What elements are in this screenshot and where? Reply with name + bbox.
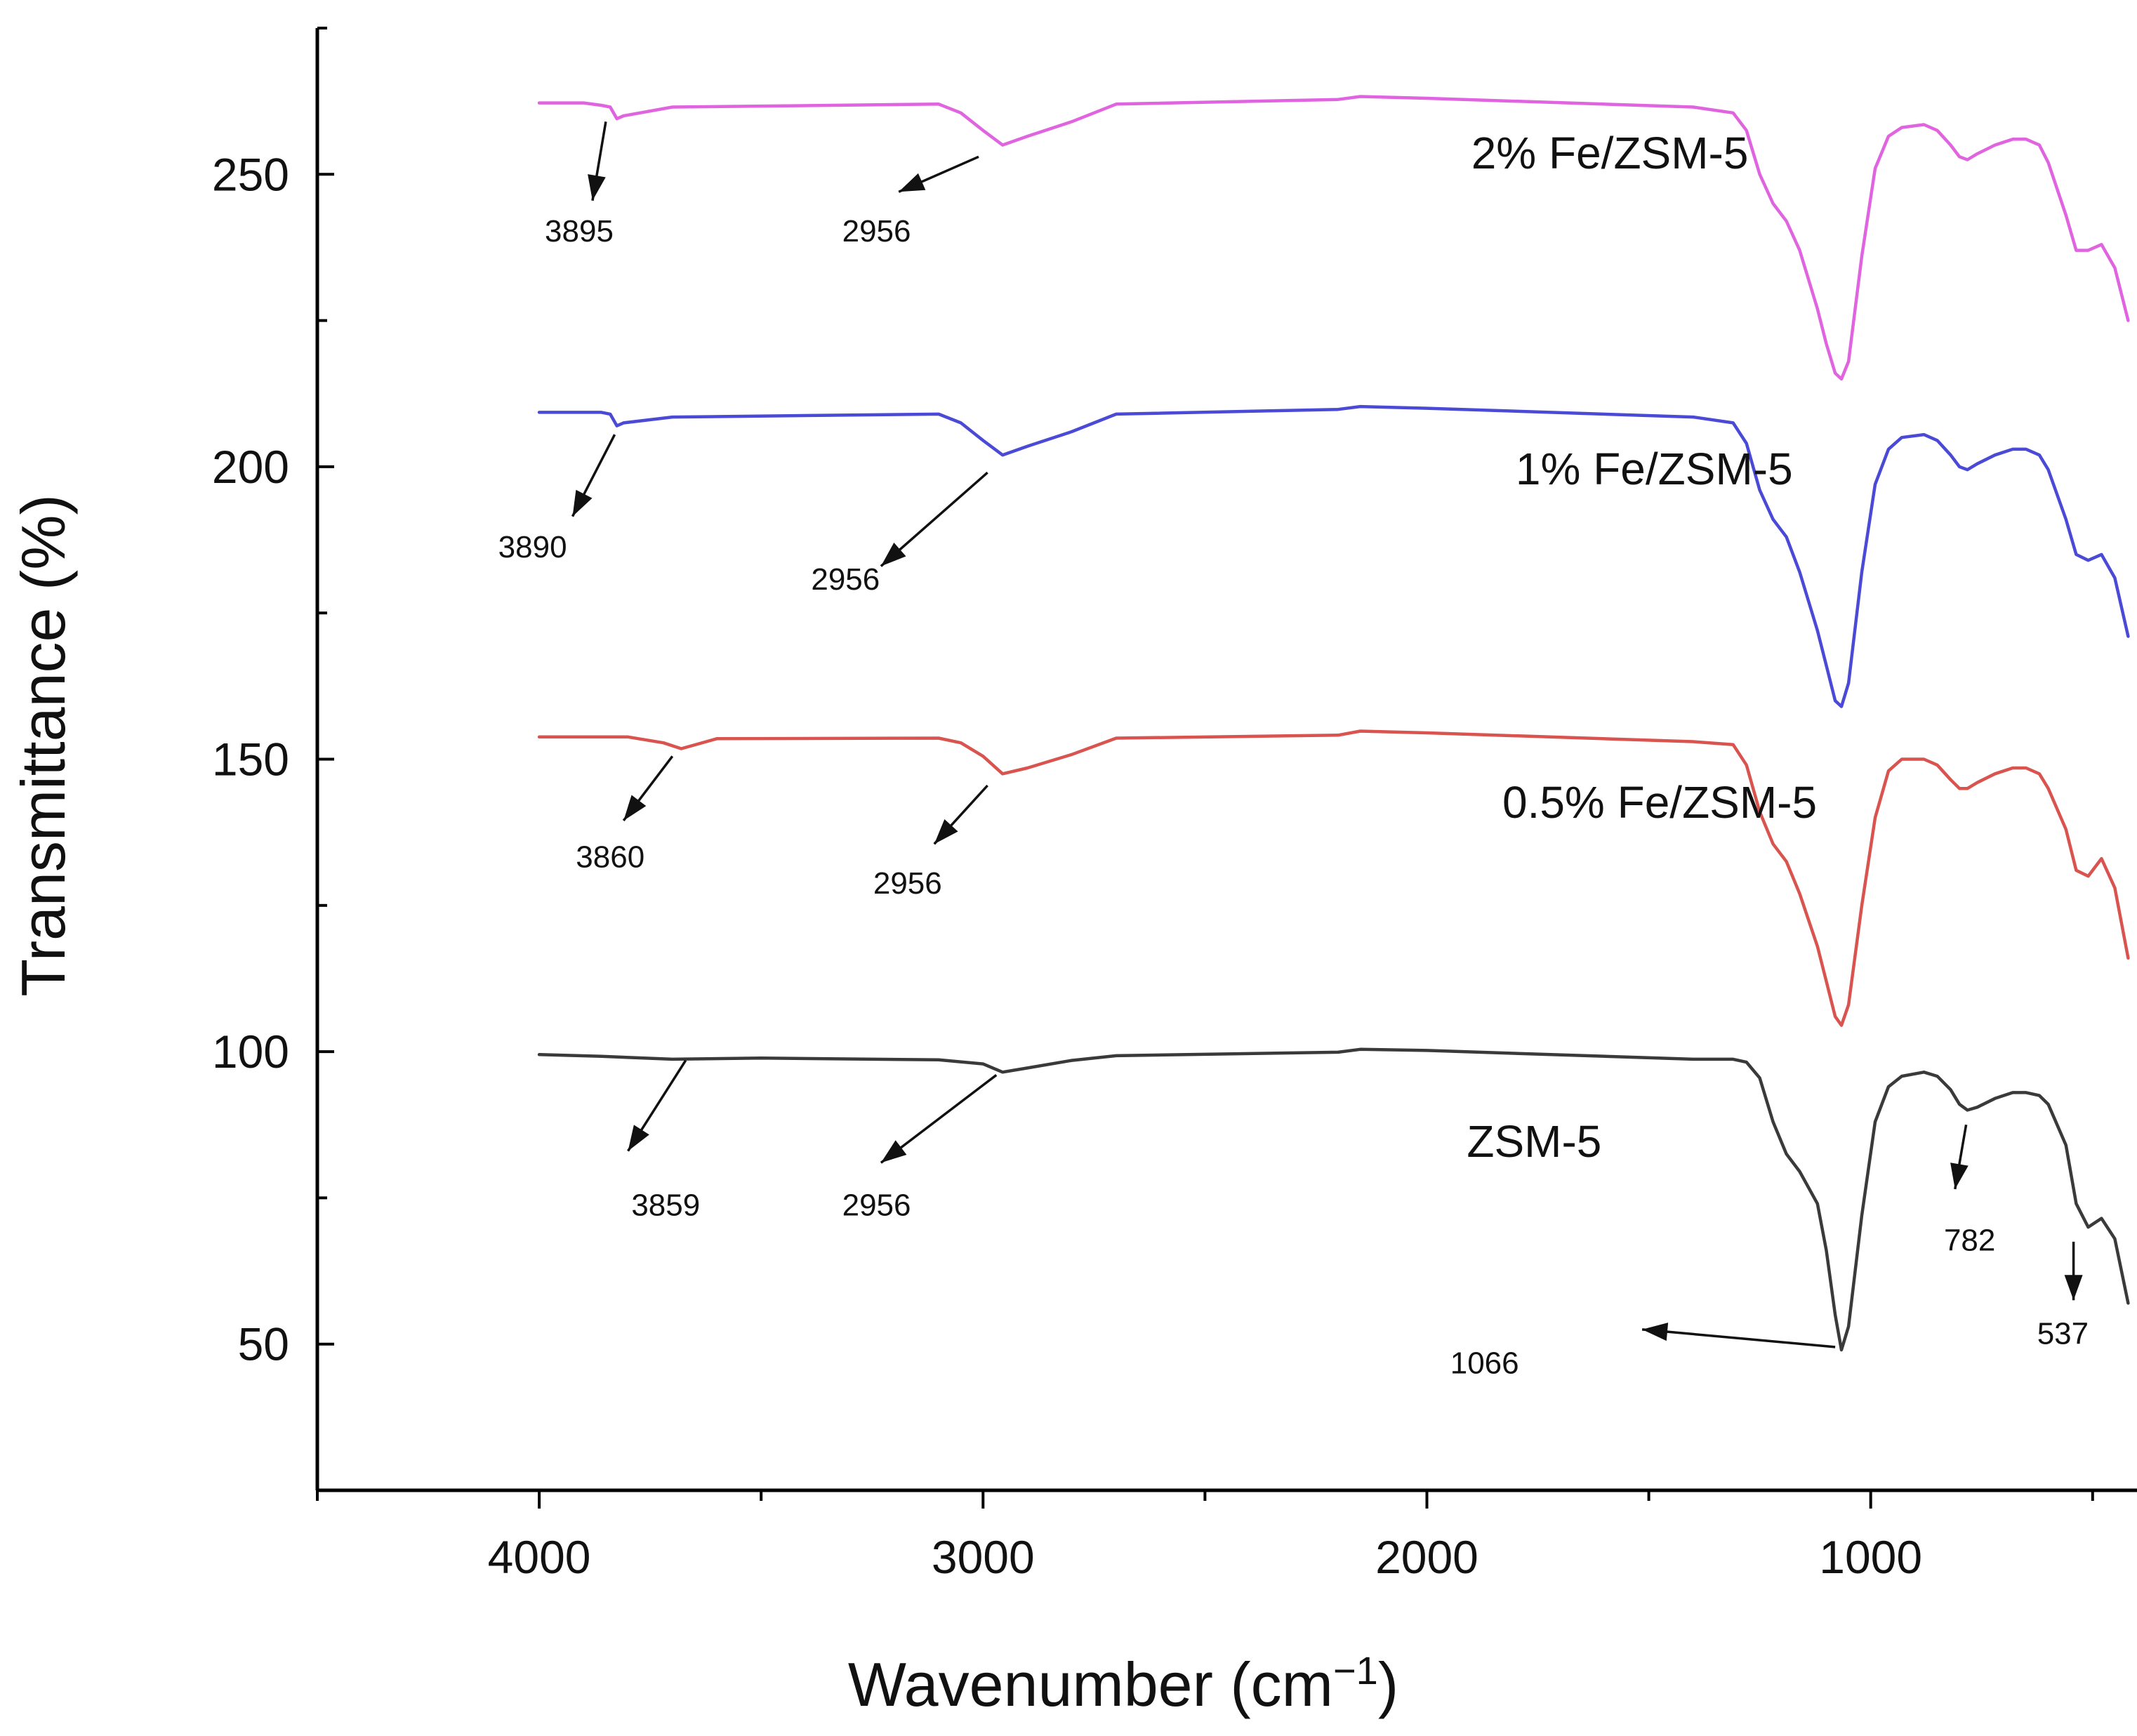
series-line	[537, 95, 2130, 381]
peak-annotation-537: 537	[2037, 1241, 2089, 1351]
series-line	[537, 1047, 2130, 1352]
series-label: ZSM-5	[1467, 1116, 1601, 1167]
annotation-arrow-head	[628, 1125, 649, 1151]
series-4: 2% Fe/ZSM-5	[537, 95, 2130, 381]
series-label: 0.5% Fe/ZSM-5	[1502, 777, 1817, 828]
annotation-arrow-head	[1642, 1323, 1669, 1341]
x-axis-title-close: )	[1378, 1650, 1398, 1719]
y-tick-label-250: 250	[212, 148, 289, 200]
series-line	[537, 404, 2130, 708]
peak-annotation-3890: 3890	[498, 434, 616, 564]
peak-annotation-2956: 2956	[842, 1074, 998, 1222]
annotation-arrow-head	[899, 173, 926, 192]
peak-annotation-3860: 3860	[576, 755, 674, 875]
y-tick-label-50: 50	[238, 1318, 289, 1370]
peak-label: 3860	[576, 840, 644, 875]
peak-annotation-2956: 2956	[873, 784, 988, 901]
x-tick-label-1000: 1000	[1819, 1531, 1922, 1583]
series-label: 1% Fe/ZSM-5	[1516, 444, 1793, 494]
peak-annotation-2956: 2956	[811, 471, 988, 597]
x-axis-title-superscript: −1	[1333, 1648, 1378, 1692]
series-2: 0.5% Fe/ZSM-5	[537, 729, 2130, 1027]
annotation-arrow-head	[588, 174, 606, 201]
annotation-arrow-head	[880, 1140, 907, 1163]
y-axis-title: Transmittance (%)	[8, 494, 78, 997]
peak-annotation-3859: 3859	[627, 1059, 700, 1222]
annotation-arrow-head	[1950, 1162, 1969, 1189]
annotation-arrow-shaft	[1641, 1328, 1836, 1349]
series-1: ZSM-5	[537, 1047, 2130, 1352]
series-line	[537, 729, 2130, 1027]
peak-label: 1066	[1450, 1346, 1519, 1380]
annotation-arrow-head	[934, 819, 958, 844]
annotation-arrow-head	[2064, 1275, 2083, 1301]
y-tick-label-150: 150	[212, 734, 289, 786]
series-3: 1% Fe/ZSM-5	[537, 404, 2130, 708]
x-axis-title-main: Wavenumber (cm	[848, 1650, 1333, 1719]
peak-label: 537	[2037, 1317, 2089, 1351]
x-tick-label-3000: 3000	[932, 1531, 1035, 1583]
peak-annotation-3895: 3895	[545, 121, 614, 249]
peak-label: 3859	[631, 1188, 700, 1222]
peak-annotation-1066: 1066	[1450, 1323, 1836, 1380]
peak-label: 3890	[498, 530, 567, 564]
y-tick-label-200: 200	[212, 441, 289, 493]
annotation-arrow-head	[880, 543, 906, 566]
x-axis-title: Wavenumber (cm−1)	[848, 1648, 1398, 1720]
x-tick-label-4000: 4000	[488, 1531, 591, 1583]
peak-label: 2956	[873, 866, 942, 901]
peak-annotation-2956: 2956	[842, 155, 979, 249]
x-tick-label-2000: 2000	[1375, 1531, 1478, 1583]
annotation-arrow-head	[623, 795, 647, 821]
series-label: 2% Fe/ZSM-5	[1471, 128, 1749, 178]
peak-label: 782	[1944, 1223, 1995, 1257]
annotation-layer: 3859 2956 782 537 1066 3860 2956 3890 2956 3895 29…	[498, 121, 2089, 1380]
peak-label: 2956	[811, 562, 880, 597]
series-layer: ZSM-5 0.5% Fe/ZSM-5 1% Fe/ZSM-5 2% Fe/ZSM-5	[537, 95, 2130, 1352]
annotation-arrow-head	[572, 489, 593, 517]
peak-label: 3895	[545, 214, 614, 249]
y-tick-label-100: 100	[212, 1026, 289, 1078]
ticks-layer: 4000 3000 2000 1000 50 100 150 200 250	[212, 27, 2094, 1583]
x-axis: Wavenumber (cm−1)	[317, 1488, 2137, 1720]
y-axis: Transmittance (%)	[8, 28, 319, 1490]
peak-annotation-782: 782	[1944, 1124, 1995, 1257]
peak-label: 2956	[842, 214, 911, 249]
peak-label: 2956	[842, 1188, 911, 1222]
